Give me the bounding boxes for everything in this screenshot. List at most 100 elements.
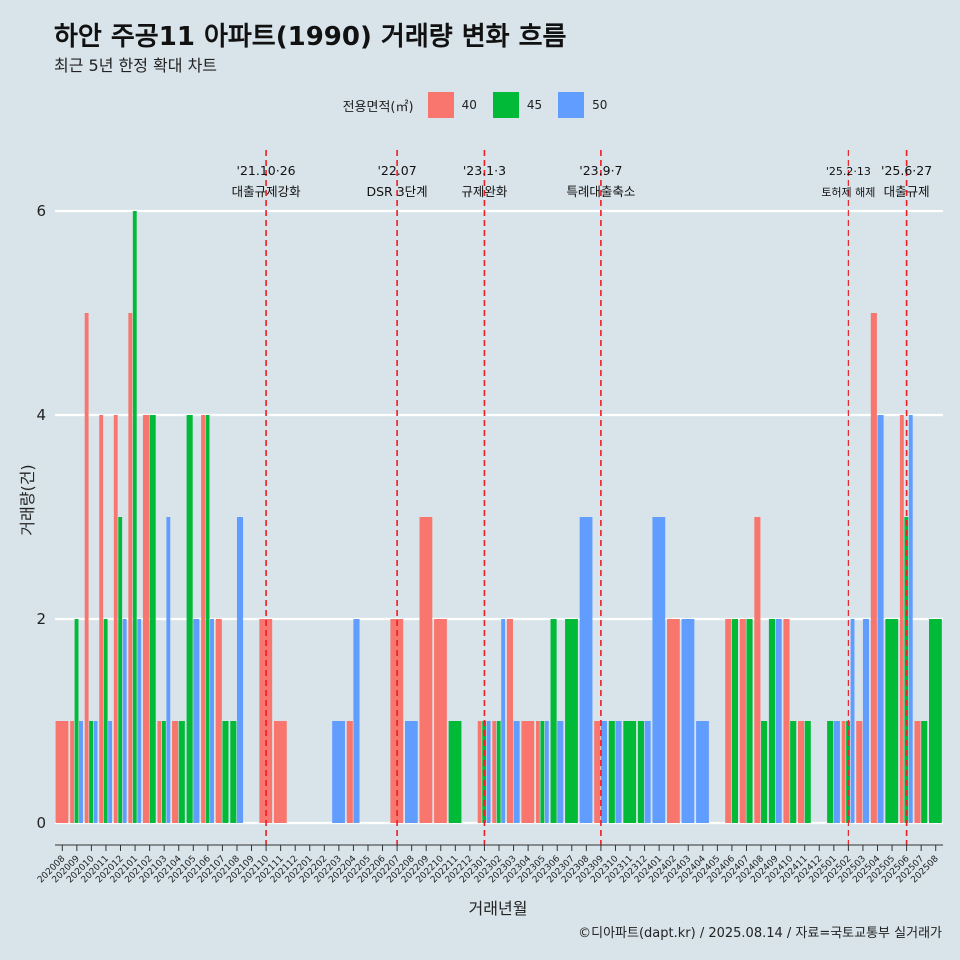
- bar-202204-40: [346, 721, 353, 823]
- bar-202309-50: [600, 721, 607, 823]
- chart-title: 하안 주공11 아파트(1990) 거래량 변화 흐름: [54, 22, 567, 52]
- bar-202012-40: [113, 415, 118, 823]
- source-caption: ©디아파트(dapt.kr) / 2025.08.14 / 자료=국토교통부 실…: [578, 926, 942, 941]
- y-tick-label-6: 6: [36, 202, 46, 220]
- y-axis-title: 거래량(건): [18, 464, 37, 535]
- bar-202411-45: [804, 721, 811, 823]
- bar-202008-40: [55, 721, 69, 823]
- bar-202402-40: [666, 619, 680, 823]
- bar-202209-40: [419, 517, 433, 823]
- bar-202009-50: [79, 721, 83, 823]
- bar-202506-50: [908, 415, 913, 823]
- bar-202406-45: [731, 619, 739, 823]
- bar-202302-40: [492, 721, 497, 823]
- y-tick-label-0: 0: [36, 814, 46, 832]
- bar-202307-45: [565, 619, 578, 823]
- event-label-202301: 규제완화: [461, 184, 508, 199]
- bar-202411-40: [798, 721, 805, 823]
- legend-item-40: 40: [427, 92, 487, 118]
- bar-202105-45: [186, 415, 193, 823]
- bar-202211-45: [448, 721, 462, 823]
- bar-202107-45: [222, 721, 229, 823]
- bar-202406-40: [725, 619, 732, 823]
- bar-202501-45: [827, 721, 834, 823]
- event-label-202502: 토허제 해제: [821, 185, 875, 199]
- x-axis-title: 거래년월: [469, 899, 528, 918]
- bar-202106-50: [210, 619, 214, 823]
- bar-202305-40: [535, 721, 540, 823]
- legend-label-40: 40: [461, 98, 477, 112]
- bar-202302-45: [496, 721, 501, 823]
- bar-202504-40: [870, 313, 877, 823]
- legend-swatch-40: [427, 92, 454, 118]
- bar-202210-40: [434, 619, 447, 823]
- bars: [55, 211, 942, 823]
- bar-202312-50: [644, 721, 651, 823]
- bar-202503-50: [862, 619, 870, 823]
- bar-202102-40: [142, 415, 150, 823]
- bar-202012-45: [118, 517, 123, 823]
- bar-202104-40: [172, 721, 179, 823]
- legend-title: 전용면적(㎡): [342, 99, 414, 115]
- bar-202107-40: [215, 619, 222, 823]
- y-tick-label-2: 2: [36, 610, 46, 628]
- event-label-202110: 대출규제강화: [232, 184, 302, 199]
- bar-202309-40: [594, 721, 601, 823]
- event-date-202301: '23.1·3: [463, 163, 506, 178]
- bar-202306-50: [557, 721, 564, 823]
- bar-202103-40: [157, 721, 162, 823]
- bar-202106-40: [201, 415, 206, 823]
- bar-202401-50: [652, 517, 666, 823]
- bar-202301-40: [477, 721, 482, 823]
- bar-202403-50: [681, 619, 695, 823]
- bar-202010-45: [89, 721, 94, 823]
- legend-label-45: 45: [526, 98, 543, 112]
- bar-202308-50: [579, 517, 593, 823]
- bar-202010-40: [84, 313, 89, 823]
- bar-202409-50: [775, 619, 782, 823]
- bar-202303-50: [513, 721, 520, 823]
- bar-202507-40: [914, 721, 921, 823]
- bar-202504-50: [877, 415, 884, 823]
- bar-202503-40: [856, 721, 863, 823]
- bar-202302-50: [501, 619, 506, 823]
- bar-202104-45: [178, 721, 185, 823]
- bar-202303-40: [506, 619, 513, 823]
- event-date-202506: '25.6·27: [881, 163, 932, 178]
- bar-202108-45: [230, 721, 237, 823]
- event-date-202502: '25.2·13: [826, 165, 871, 178]
- bar-202409-45: [768, 619, 775, 823]
- bar-202106-45: [205, 415, 210, 823]
- legend-swatch-45: [492, 92, 519, 118]
- bar-202009-40: [70, 721, 75, 823]
- bar-202011-40: [99, 415, 104, 823]
- bar-202408-45: [761, 721, 768, 823]
- bar-202311-45: [623, 721, 637, 823]
- chart-subtitle: 최근 5년 한정 확대 차트: [54, 56, 218, 75]
- legend-item-50: 50: [558, 92, 617, 118]
- bar-202010-50: [93, 721, 98, 823]
- bar-202508-45: [929, 619, 942, 823]
- event-label-202309: 특례대출축소: [566, 184, 635, 199]
- event-date-202309: '23.9·7: [579, 163, 622, 178]
- bar-202011-45: [103, 619, 108, 823]
- bar-202501-50: [833, 721, 840, 823]
- legend-swatch-50: [558, 92, 585, 118]
- legend: 전용면적(㎡) 40 45 50: [0, 92, 960, 118]
- bar-202410-45: [790, 721, 797, 823]
- bar-202305-50: [544, 721, 549, 823]
- bar-202105-50: [193, 619, 200, 823]
- bar-202507-45: [921, 721, 928, 823]
- bar-202111-40: [273, 721, 287, 823]
- bar-202101-40: [128, 313, 133, 823]
- event-date-202207: '22.07: [377, 163, 416, 178]
- bar-202404-50: [696, 721, 709, 823]
- bar-202305-45: [540, 721, 545, 823]
- bar-202502-50: [850, 619, 855, 823]
- bar-202407-40: [739, 619, 746, 823]
- bar-202502-40: [841, 721, 846, 823]
- bar-202304-40: [521, 721, 535, 823]
- bar-202312-45: [637, 721, 644, 823]
- bar-202103-50: [166, 517, 171, 823]
- bar-202410-40: [783, 619, 790, 823]
